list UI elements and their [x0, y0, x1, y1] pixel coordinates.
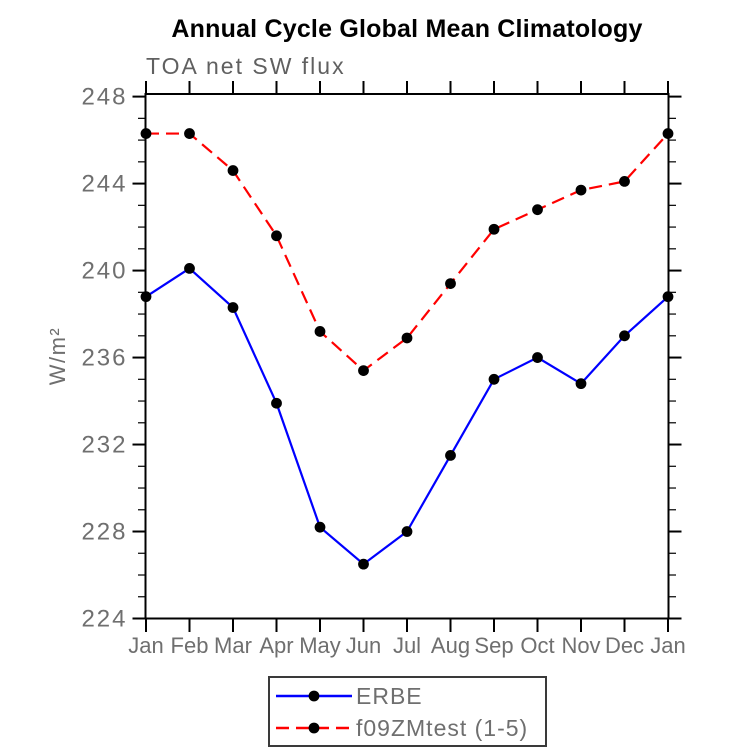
data-point-marker [271, 397, 282, 409]
data-point-marker [445, 278, 456, 290]
data-point-marker [140, 128, 152, 139]
x-tick-label: Jan [128, 633, 163, 658]
series-lines [140, 128, 674, 570]
data-point-marker [358, 365, 369, 376]
x-tick-label: Feb [171, 633, 209, 658]
y-tick-label: 228 [81, 519, 127, 546]
data-point-marker [314, 326, 326, 337]
data-point-marker [575, 378, 587, 390]
y-tick-label: 244 [81, 171, 127, 198]
x-tick-label: Jul [393, 633, 421, 658]
series-line-0 [145, 267, 669, 566]
x-tick-label: Oct [520, 633, 554, 658]
axis-frame [144, 93, 670, 620]
legend-item-f09zmtest: f09ZMtest (1-5) [274, 713, 528, 743]
x-tick-label: Dec [605, 633, 644, 658]
data-point-marker [140, 291, 152, 303]
x-tick-label: May [299, 633, 341, 658]
y-tick-label: 248 [81, 84, 127, 111]
chart-title: Annual Cycle Global Mean Climatology [171, 15, 643, 43]
y-tick-label: 224 [81, 606, 127, 633]
x-tick-label: Sep [474, 633, 513, 658]
chart-subtitle: TOA net SW flux [146, 53, 346, 79]
x-tick-label: Apr [259, 633, 293, 658]
legend-label-f09zmtest: f09ZMtest (1-5) [356, 714, 529, 741]
data-point-marker [445, 450, 456, 461]
data-point-marker [619, 176, 630, 187]
data-point-marker [227, 165, 239, 176]
legend-line-f09zmtest [276, 722, 352, 734]
data-point-marker [662, 128, 674, 139]
data-point-marker [227, 302, 239, 313]
axis-ticks [132, 81, 682, 632]
x-tick-label: Aug [431, 633, 470, 658]
data-point-marker [401, 526, 413, 537]
data-point-marker [358, 558, 369, 570]
x-tick-label: Mar [214, 633, 252, 658]
data-point-marker [184, 262, 195, 274]
legend-line-erbe [276, 690, 352, 702]
legend-label-erbe: ERBE [356, 682, 423, 709]
data-point-marker [314, 521, 326, 533]
legend-item-erbe: ERBE [274, 681, 423, 711]
y-tick-label: 236 [81, 345, 127, 372]
x-tick-label: Jun [346, 633, 381, 658]
data-point-marker [488, 223, 500, 235]
data-point-marker [488, 373, 500, 385]
data-point-marker [662, 291, 674, 303]
y-tick-label: 240 [81, 258, 127, 285]
x-tick-label: Jan [650, 633, 685, 658]
axis-tick-labels: Jan Feb Mar Apr May Jun Jul Aug Sep Oct Nov Dec Jan2… [81, 84, 685, 658]
x-tick-label: Nov [561, 633, 600, 658]
y-tick-label: 232 [81, 432, 127, 459]
data-point-marker [401, 332, 413, 344]
data-point-marker [184, 128, 195, 139]
legend-box: ERBE f09ZMtest (1-5) [268, 676, 547, 747]
data-point-marker [532, 352, 543, 363]
data-point-marker [271, 230, 282, 242]
data-point-marker [575, 184, 587, 196]
data-point-marker [619, 330, 630, 342]
data-point-marker [532, 204, 543, 216]
